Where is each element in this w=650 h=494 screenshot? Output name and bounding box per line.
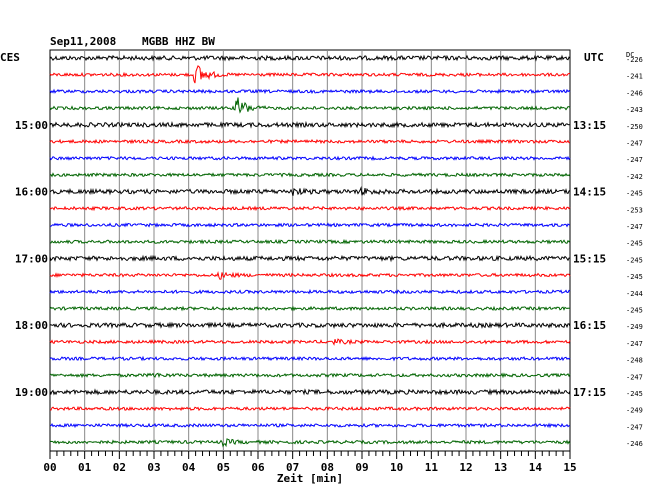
left-time-label: 16:00 [15,186,48,199]
x-tick-label: 14 [529,461,543,474]
trace-row-17 [49,338,571,346]
right-time-label: 17:15 [573,386,606,399]
trace-row-12 [49,254,571,263]
trace-row-1 [49,65,570,84]
trace-row-8 [49,186,571,196]
dc-offset-label: -253 [626,206,643,214]
x-tick-label: 00 [43,461,56,474]
dc-offset-label: -246 [626,440,643,448]
dc-offset-label: -250 [626,123,643,131]
x-tick-label: 09 [355,461,368,474]
left-time-label: 15:00 [15,119,48,132]
x-axis: 00 01 02 03 04 05 06 07 08 09 10 11 12 13 14 15 [43,451,577,474]
dc-offset-labels: -226 -241 -246 -243 -250 -247 -247 -242 -245 -253… [626,56,643,448]
trace-row-18 [49,355,571,362]
dc-offset-label: -244 [626,290,643,298]
right-time-label: 13:15 [573,119,606,132]
x-tick-label: 13 [494,461,507,474]
dc-offset-label: -245 [626,240,643,248]
x-tick-label: 01 [78,461,92,474]
trace-row-2 [49,88,571,95]
trace-row-20 [49,388,571,396]
vertical-grid [84,50,536,451]
trace-row-9 [49,205,571,212]
left-timezone-label: CES [0,51,20,64]
header-station: MGBB HHZ BW [142,35,215,48]
dc-offset-label: -242 [626,173,643,181]
x-tick-label: 12 [459,461,472,474]
dc-offset-label: -245 [626,307,643,315]
trace-row-0 [49,54,571,62]
dc-offset-label: -245 [626,190,643,198]
right-time-label: 14:15 [573,186,606,199]
dc-offset-label: -226 [626,56,643,64]
dc-offset-label: -246 [626,89,643,97]
x-tick-label: 03 [147,461,160,474]
dc-offset-label: -248 [626,357,643,365]
trace-row-16 [49,321,571,330]
trace-row-22 [49,422,571,429]
x-axis-label: Zeit [min] [277,472,343,485]
dc-offset-label: -249 [626,407,643,415]
dc-offset-label: -247 [626,423,643,431]
right-timezone-label: UTC [584,51,604,64]
dc-offset-label: -245 [626,256,643,264]
time-labels: 15:00 16:00 17:00 18:00 19:00 13:15 14:15 15:15… [15,119,606,399]
dc-offset-label: -247 [626,140,643,148]
x-tick-label: 08 [321,461,334,474]
trace-row-3 [49,97,571,114]
right-time-label: 16:15 [573,319,606,332]
dc-offset-label: -247 [626,373,643,381]
trace-row-21 [49,405,571,412]
trace-row-6 [49,155,571,161]
dc-offset-label: -241 [626,73,643,81]
dc-offset-label: -245 [626,273,643,281]
trace-row-14 [49,288,571,295]
trace-row-11 [49,238,571,245]
trace-row-15 [49,305,571,312]
trace-row-23 [49,438,571,448]
header-date: Sep11,2008 [50,35,116,48]
left-time-label: 19:00 [15,386,48,399]
x-tick-label: 06 [251,461,265,474]
plot-frame [49,49,571,452]
dc-offset-label: -247 [626,340,643,348]
dc-offset-label: -249 [626,323,643,331]
left-time-label: 17:00 [15,252,48,265]
left-time-label: 18:00 [15,319,48,332]
trace-row-4 [49,120,571,129]
dc-offset-label: -247 [626,156,643,164]
trace-row-5 [49,138,571,145]
x-tick-label: 10 [390,461,403,474]
trace-group [49,54,571,448]
x-tick-label: 02 [113,461,126,474]
x-tick-label: 15 [563,461,576,474]
trace-row-13 [49,271,571,280]
trace-row-10 [50,222,571,228]
trace-row-19 [49,372,571,379]
x-tick-label: 07 [286,461,299,474]
x-tick-label: 04 [182,461,196,474]
dc-label: DC [626,51,634,59]
x-tick-label: 05 [217,461,230,474]
right-time-label: 15:15 [573,252,606,265]
dc-offset-label: -247 [626,223,643,231]
trace-row-7 [49,172,571,178]
dc-offset-label: -245 [626,390,643,398]
x-tick-label: 11 [425,461,439,474]
dc-offset-label: -243 [626,106,643,114]
